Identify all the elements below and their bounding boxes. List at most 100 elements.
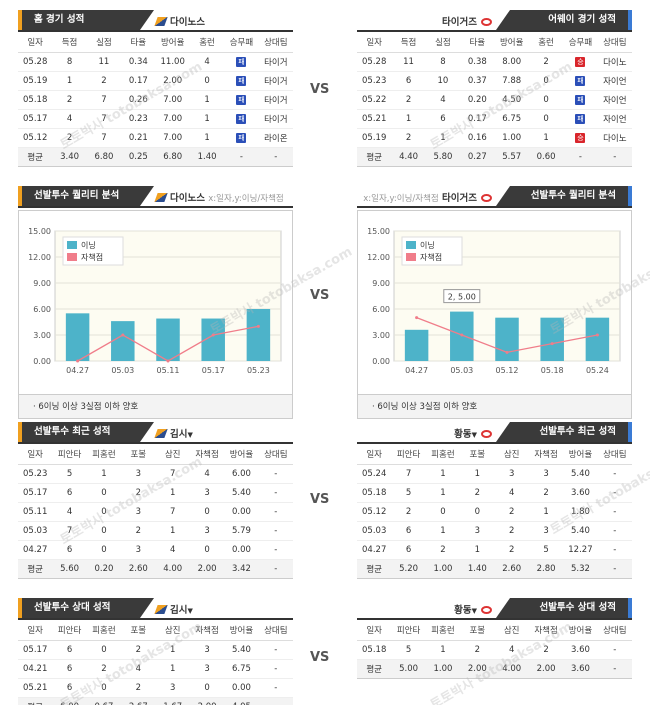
team-name[interactable]: 타이거즈 — [442, 14, 492, 28]
chart-note: · 6이닝 이상 3실점 이하 양호 — [357, 395, 632, 419]
cell-avg: 0.17 — [460, 109, 495, 129]
cell-era: 0.00 — [224, 502, 259, 522]
cell-ra: 6.80 — [86, 147, 122, 167]
team-name[interactable]: 다이노스 — [154, 14, 205, 28]
point-earned-runs — [76, 359, 80, 363]
cell-opp: - — [597, 521, 632, 541]
cell-ra: 7 — [86, 109, 122, 129]
cell-avg: 0.25 — [121, 147, 156, 167]
cell-er: 3 — [189, 640, 225, 660]
table-row: 05.17 4 7 0.23 7.00 1 패 타이거 — [18, 109, 293, 129]
average-row: 평균 5.60 0.20 2.60 4.00 2.00 3.42- — [18, 559, 293, 579]
cell-date: 04.27 — [18, 540, 53, 560]
cell-h: 7 — [52, 521, 87, 541]
cell-so: 2.60 — [494, 559, 529, 579]
point-earned-runs — [256, 324, 260, 328]
cell-date: 05.03 — [357, 521, 392, 541]
cell-h: 4 — [52, 502, 87, 522]
cell-date: 05.24 — [357, 464, 392, 484]
cell-wl: - — [563, 147, 598, 167]
cell-h: 6 — [52, 483, 87, 503]
column-header: 포볼 — [460, 444, 495, 465]
cell-h: 5 — [52, 464, 87, 484]
dropdown-caret-icon[interactable]: ▼ — [471, 607, 477, 615]
cell-era: 3.60 — [563, 483, 598, 503]
cell-h: 6 — [52, 640, 87, 660]
cell-opp: - — [258, 559, 293, 579]
cell-hr: 4 — [189, 52, 225, 72]
column-header: 방어율 — [563, 620, 598, 641]
cell-hr: 0 — [86, 640, 122, 660]
result-badge: 패 — [236, 94, 247, 105]
dropdown-caret-icon[interactable]: ▼ — [471, 431, 477, 439]
column-header: 삼진 — [494, 444, 529, 465]
cell-opp: - — [258, 464, 293, 484]
cell-r: 2 — [52, 128, 87, 148]
cell-opp: - — [597, 502, 632, 522]
column-header: 홈런 — [528, 32, 564, 53]
cell-bb: 3 — [121, 540, 156, 560]
point-earned-runs — [595, 333, 599, 337]
y-tick-label: 12.00 — [28, 253, 51, 262]
cell-date: 05.28 — [357, 52, 392, 72]
result-badge: 패 — [236, 56, 247, 67]
cell-er: 4 — [189, 464, 225, 484]
cell-opp: 자이언 — [597, 71, 632, 91]
pitcher-name[interactable]: 황동▼ — [454, 426, 492, 440]
panel-header: 선발투수 상대 성적 김시▼ — [18, 598, 293, 620]
bar-innings — [404, 329, 429, 361]
cell-label: 평균 — [18, 697, 53, 705]
cell-hr: 0 — [86, 502, 122, 522]
dropdown-caret-icon[interactable]: ▼ — [187, 431, 193, 439]
table-row: 05.24 7 1 1 3 3 5.40- — [357, 464, 632, 484]
cell-date: 04.21 — [18, 659, 53, 679]
table-row: 05.17 6 0 2 1 3 5.40- — [18, 483, 293, 503]
pitcher-name[interactable]: 김시▼ — [154, 426, 193, 440]
x-tick-label: 05.17 — [202, 366, 225, 375]
cell-so: 1 — [155, 659, 190, 679]
dinos-logo-icon — [154, 193, 168, 202]
point-earned-runs — [211, 333, 215, 337]
tigers-logo-icon — [481, 430, 492, 438]
column-header: 피홈런 — [425, 444, 461, 465]
pitcher-vs-table-right: 일자 피안타 피홈런 포볼 삼진 자책점 방어율 상대팀 05.18 5 1 2 4 2 3.60- 평균 5… — [357, 620, 632, 679]
cell-so: 1.67 — [155, 697, 190, 705]
chart-svg: 0.00 3.00 6.00 9.00 12.00 15.00 04.27 05.03 05.1… — [28, 227, 282, 375]
cell-era: 3.60 — [563, 640, 598, 660]
cell-h: 5.20 — [391, 559, 426, 579]
cell-opp: - — [597, 540, 632, 560]
cell-label: 평균 — [357, 559, 392, 579]
y-tick-label: 0.00 — [33, 357, 51, 366]
chart-subtitle: x:일자,y:이닝/자책점 — [363, 194, 439, 204]
panel-header: 홈 경기 성적 다이노스 — [18, 10, 293, 32]
panel-tab: 선발투수 상대 성적 — [18, 598, 154, 618]
dropdown-caret-icon[interactable]: ▼ — [187, 607, 193, 615]
pitcher-name[interactable]: 김시▼ — [154, 602, 193, 616]
cell-opp: - — [258, 521, 293, 541]
column-header: 홈런 — [189, 32, 225, 53]
cell-hr: 1 — [425, 464, 461, 484]
pitcher-name[interactable]: 황동▼ — [454, 602, 492, 616]
panel-header: 황동▼ 선발투수 상대 성적 — [357, 598, 632, 620]
cell-opp: 다이노 — [597, 128, 632, 148]
legend-label-earned-runs: 자책점 — [81, 252, 103, 262]
cell-era: 8.00 — [494, 52, 529, 72]
tigers-logo-icon — [481, 606, 492, 614]
cell-avg: 0.21 — [121, 128, 156, 148]
cell-hr: 1 — [86, 464, 122, 484]
column-header: 피홈런 — [86, 444, 122, 465]
column-header: 방어율 — [224, 620, 259, 641]
panel-header: 타이거즈 어웨이 경기 성적 — [357, 10, 632, 32]
column-header: 일자 — [357, 32, 392, 53]
cell-hr: 0 — [86, 483, 122, 503]
column-header: 상대팀 — [597, 32, 632, 53]
cell-date: 05.19 — [357, 128, 392, 148]
panel-tab: 선발투수 상대 성적 — [496, 598, 632, 618]
cell-wl: 패 — [563, 109, 598, 129]
panel-tab: 선발투수 최근 성적 — [496, 422, 632, 442]
chart-svg: 0.00 3.00 6.00 9.00 12.00 15.00 04.27 05.03 05.1… — [367, 227, 621, 375]
pitcher-recent-table-right: 일자 피안타 피홈런 포볼 삼진 자책점 방어율 상대팀 05.24 7 1 1 3 3 5.40-05.… — [357, 444, 632, 579]
cell-er: 0 — [189, 540, 225, 560]
cell-r: 3.40 — [52, 147, 87, 167]
